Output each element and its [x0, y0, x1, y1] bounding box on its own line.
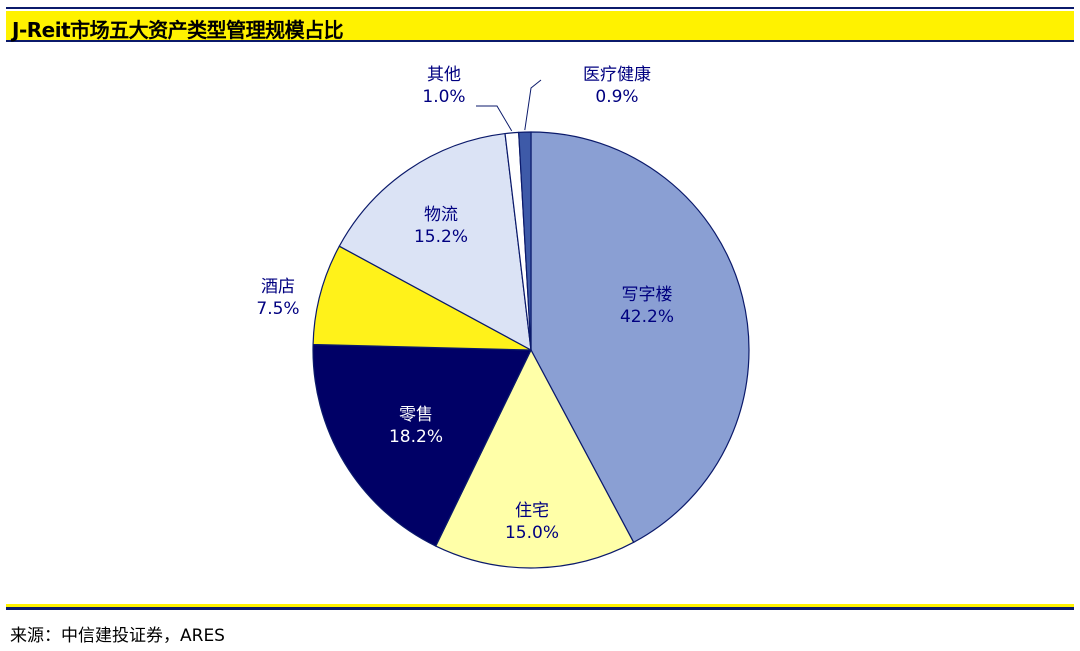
leader-lines	[476, 79, 542, 132]
title-bar: J-Reit市场五大资产类型管理规模占比	[6, 11, 1074, 42]
pie-slice-0	[530, 131, 750, 543]
leader-line-5	[476, 105, 513, 132]
bottom-rule-yellow	[6, 604, 1074, 607]
bottom-rule-blue	[6, 607, 1074, 610]
slice-category-label-6: 医疗健康	[583, 65, 651, 85]
pie-slice-2	[312, 343, 532, 547]
slice-value-label-2: 18.2%	[389, 427, 443, 447]
slice-value-label-6: 0.9%	[595, 87, 638, 107]
pie-slice-1	[435, 349, 635, 569]
pie-slice-4	[338, 132, 532, 351]
pie-slice-6	[518, 131, 532, 351]
slice-value-label-3: 7.5%	[256, 299, 299, 319]
source-note: 来源：中信建投证券，ARES	[10, 626, 225, 646]
slice-category-label-1: 住宅	[515, 501, 549, 521]
slice-category-label-4: 物流	[424, 205, 458, 225]
pie-slices	[312, 131, 750, 569]
slice-value-label-1: 15.0%	[505, 523, 559, 543]
chart-title: J-Reit市场五大资产类型管理规模占比	[12, 18, 344, 42]
slice-value-label-4: 15.2%	[414, 227, 468, 247]
slice-category-label-0: 写字楼	[622, 285, 673, 305]
top-rule	[6, 7, 1074, 9]
slice-category-label-3: 酒店	[261, 277, 295, 297]
leader-line-6	[524, 79, 542, 131]
slice-value-label-5: 1.0%	[422, 87, 465, 107]
slice-value-label-0: 42.2%	[620, 307, 674, 327]
slice-category-label-5: 其他	[427, 65, 461, 85]
slice-category-label-2: 零售	[399, 405, 433, 425]
pie-slice-3	[312, 245, 532, 351]
